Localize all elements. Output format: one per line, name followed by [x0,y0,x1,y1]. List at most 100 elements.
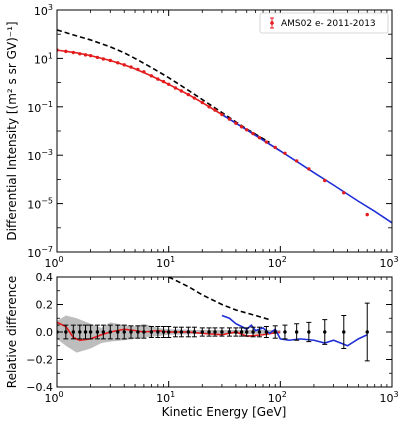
bottom-y-axis-label: Relative difference [5,276,19,388]
bottom-data-point [264,330,269,334]
top-data-point [283,151,287,155]
top-data-point [129,65,133,69]
bottom-data-point [129,330,133,334]
top-data-point [149,74,154,78]
top-data-point [342,191,346,195]
top-series-line-e41a1c [57,49,281,152]
bottom-y-tick-label: −0.2 [26,354,53,367]
top-x-tick-label: 103 [379,255,398,270]
top-data-point [200,100,204,105]
bottom-data-point [142,330,146,334]
bottom-data-point [116,330,120,334]
bottom-data-point [186,330,191,334]
top-data-point [136,67,140,72]
bottom-x-tick-label: 100 [44,390,63,405]
bottom-data-point [283,330,287,334]
bottom-data-point [245,330,249,334]
bottom-data-point [220,330,224,334]
bottom-y-tick-label: 0.4 [36,271,54,284]
bottom-x-tick-label: 102 [268,390,287,405]
bottom-data-point [64,330,68,334]
bottom-y-tick-label: 0.2 [36,299,54,312]
top-data-point [245,128,249,132]
bottom-data-point [101,330,106,334]
top-y-tick-label: 101 [34,51,53,66]
top-panel: 100 101 102 103 10−7 10−5 10−3 10−1 101 103 Diffe… [5,3,399,270]
bottom-data-point [95,330,100,334]
top-data-point [192,96,197,100]
bottom-data-point [200,330,204,334]
bottom-data-point [342,330,346,334]
top-data-point [251,131,255,136]
legend-marker-point [270,21,274,25]
top-data-point [323,178,327,183]
bottom-data-point [234,330,238,334]
top-data-point [78,52,82,56]
bottom-data-point [108,330,112,334]
bottom-data-point [273,330,277,334]
bottom-data-point [71,330,76,334]
top-data-point [213,108,217,112]
bottom-y-tick-label: 0.0 [36,326,54,339]
top-data-point [239,125,244,129]
top-data-point [71,50,76,55]
bottom-y-tick-label: −0.4 [26,381,53,394]
top-x-tick-label: 101 [156,255,175,270]
top-data-point [142,70,146,74]
bottom-data-point [166,330,171,334]
bottom-x-tick-label: 101 [156,390,175,405]
top-data-point [173,86,178,90]
top-data-point [83,53,88,57]
top-data-point [273,145,277,150]
top-x-tick-label: 102 [268,255,287,270]
top-data-point [95,55,100,60]
top-data-point [156,77,160,81]
top-y-tick-label: 10−5 [27,197,53,212]
bottom-data-point [179,330,184,334]
bottom-data-point [122,330,126,334]
top-data-point [64,49,68,54]
top-data-point [186,92,191,97]
top-data-point [166,82,171,87]
bottom-series-line-dashed-000000 [168,277,270,321]
top-data-point [122,63,126,67]
top-y-axis-label: Differential Intensity [(m² s sr GV)⁻¹] [5,21,19,240]
bottom-data-point [257,330,262,334]
bottom-data-point [227,330,232,334]
bottom-data-point [149,330,154,334]
top-data-point [234,121,238,125]
top-data-point [307,167,311,171]
top-x-tick-label: 100 [44,255,63,270]
top-data-point [101,57,106,61]
bottom-data-point [207,330,211,334]
top-data-point [257,135,262,140]
top-y-tick-label: 103 [34,3,53,18]
bottom-data-point [161,330,166,334]
bottom-data-point [294,330,299,334]
bottom-data-point [239,330,244,334]
x-axis-label: Kinetic Energy [GeV] [162,405,287,419]
bottom-data-point [192,330,197,334]
bottom-data-point [173,330,178,334]
top-data-point [207,105,211,109]
top-series-line-1f2fd6 [221,113,392,224]
top-data-point [220,112,224,117]
top-data-point [227,117,232,121]
bottom-data-point [365,330,369,334]
top-data-point [294,159,299,163]
bottom-panel: 100 101 102 103 −0.4 −0.2 0.0 0.2 0.4 Relative d… [5,271,399,419]
top-series-line-dashed-000000 [57,29,270,144]
top-data-point [179,89,184,93]
top-y-tick-label: 10−3 [27,148,53,163]
top-y-tick-label: 10−7 [27,245,53,260]
bottom-data-point [213,330,217,334]
legend: AMS02 e- 2011-2013 [259,12,389,34]
bottom-data-point [307,330,311,334]
top-y-tick-label: 10−1 [27,100,53,115]
top-data-point [108,58,112,63]
legend-box [259,12,389,34]
top-data-point [161,79,166,84]
top-data-point [365,212,369,217]
bottom-data-point [136,330,140,334]
